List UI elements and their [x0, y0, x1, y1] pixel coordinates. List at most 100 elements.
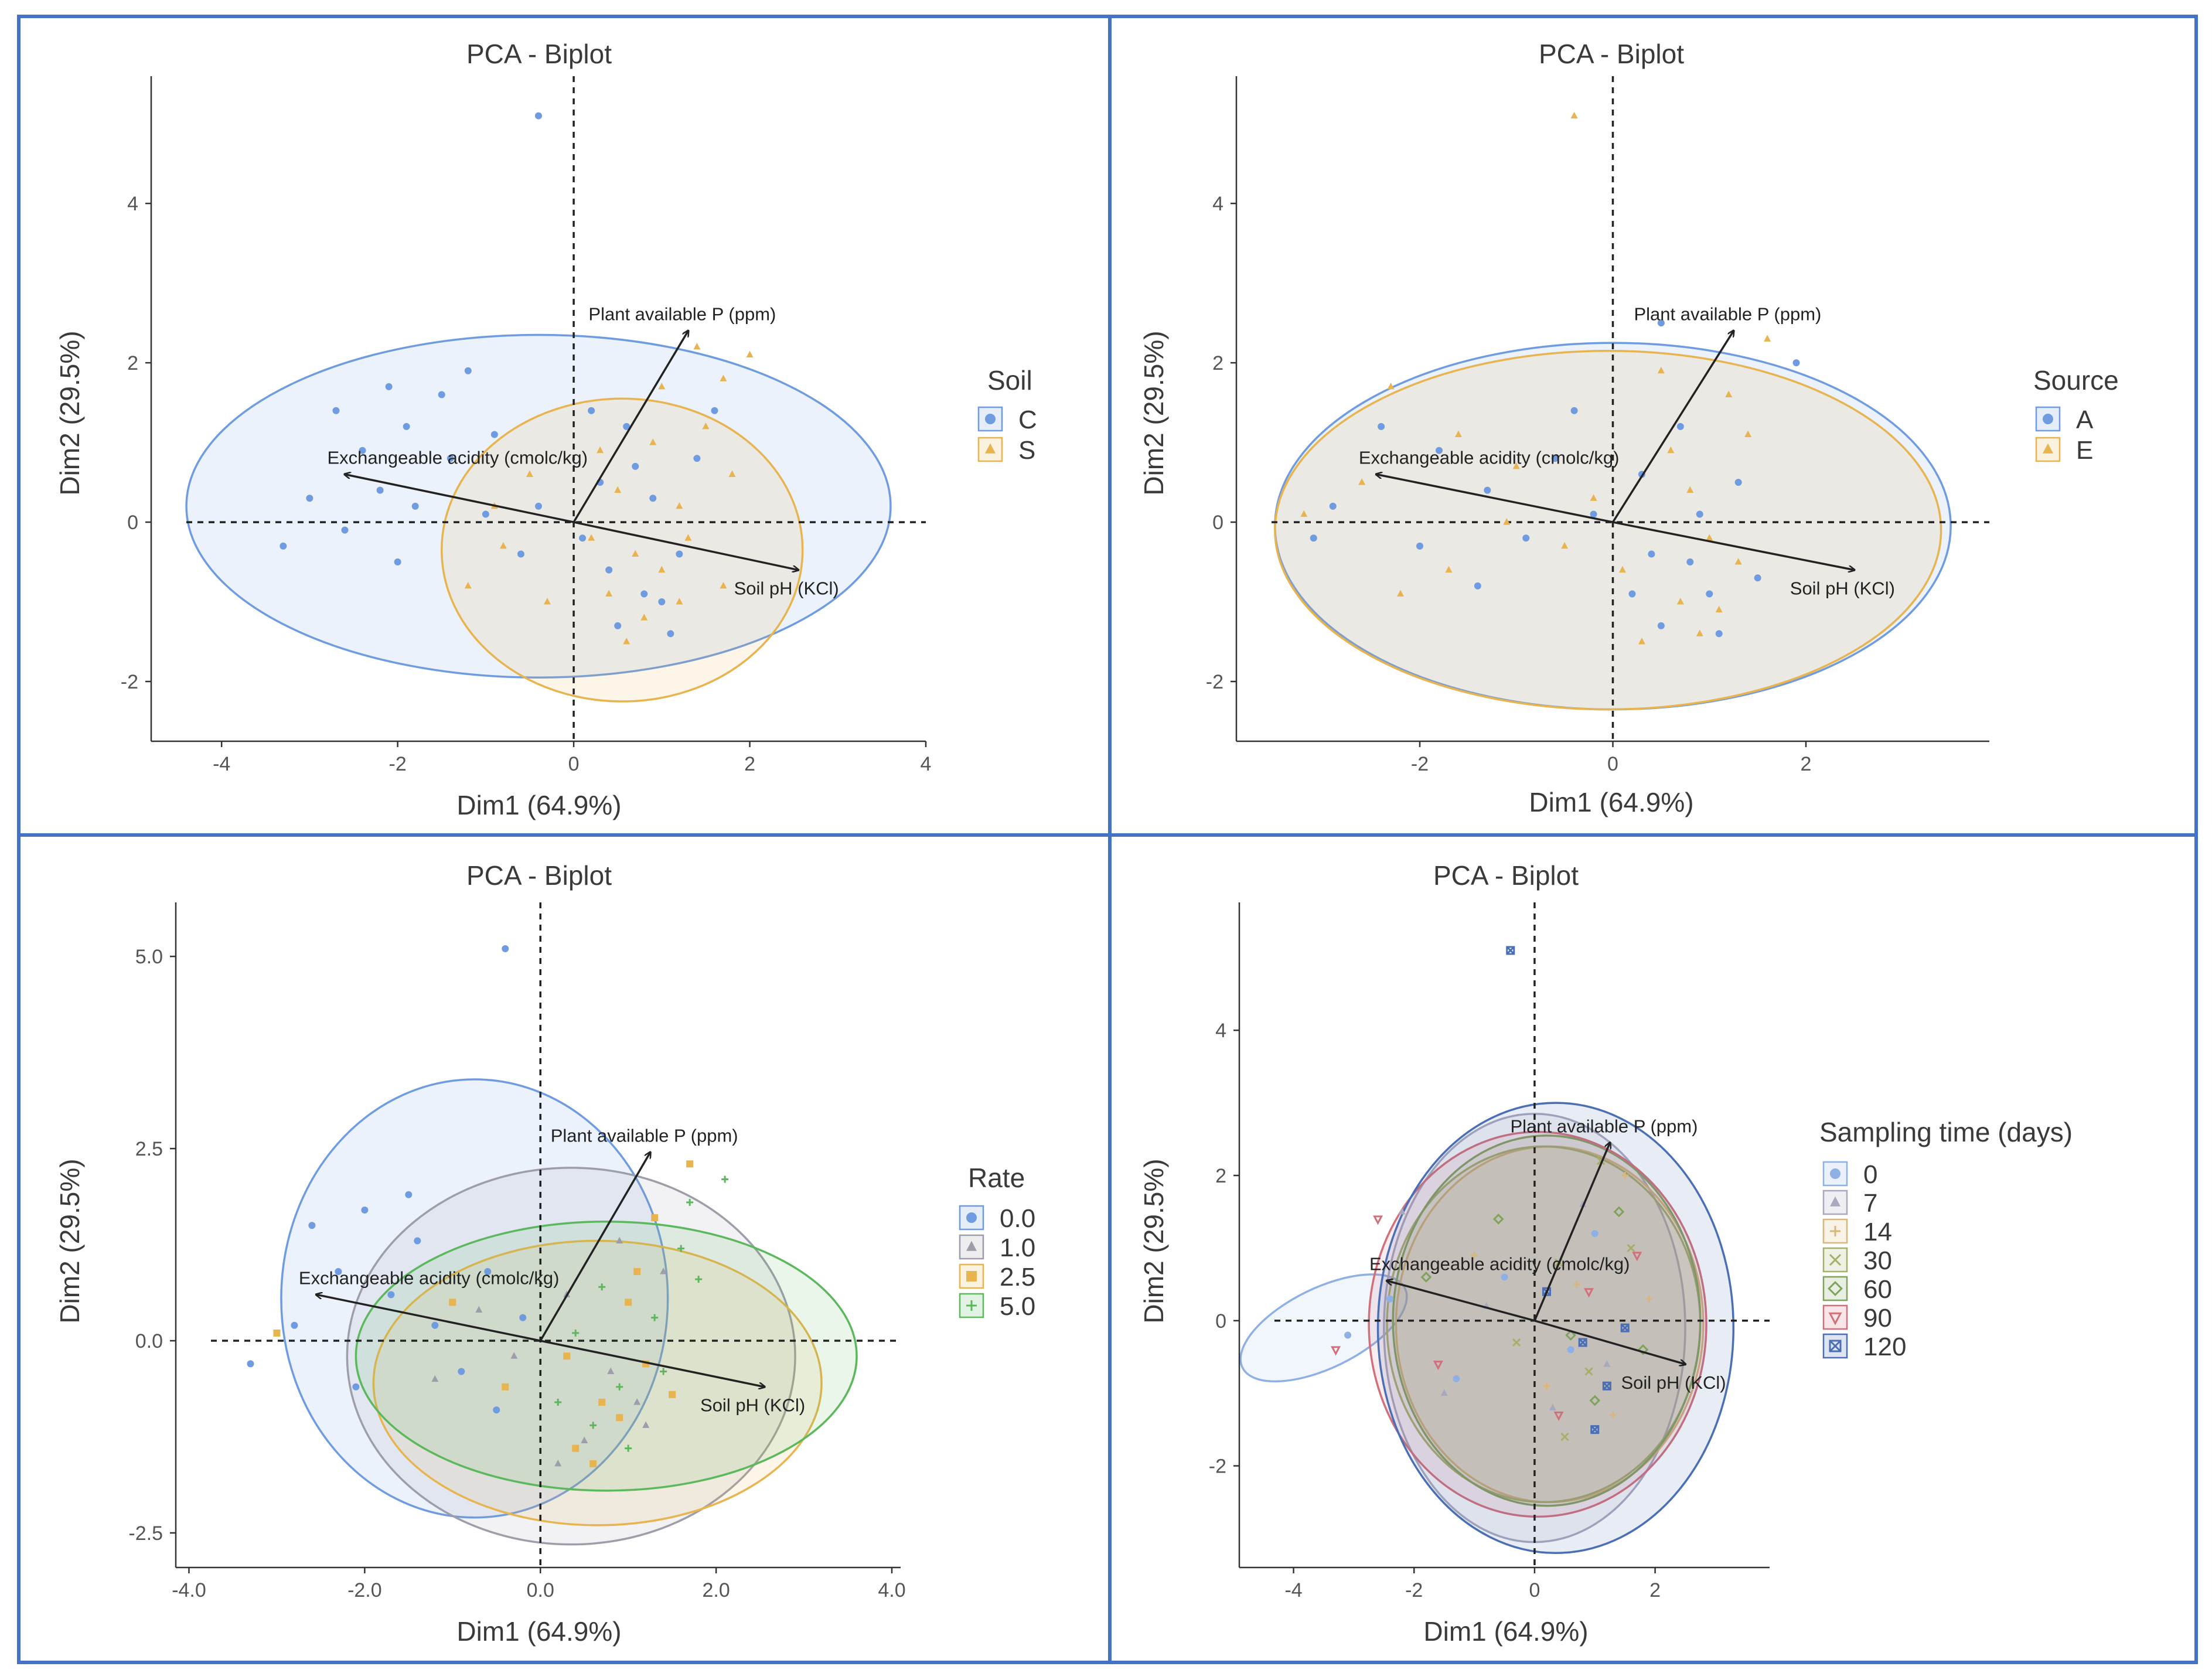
data-point [1744, 430, 1752, 437]
data-point [632, 550, 639, 557]
data-point [405, 1191, 413, 1198]
legend-key [1822, 1247, 1848, 1273]
variable-arrow [316, 1294, 541, 1342]
data-point [1378, 422, 1385, 430]
data-point [632, 462, 639, 470]
legend-label: 2.5 [1000, 1263, 1035, 1291]
x-tick-label: 2 [744, 753, 755, 775]
chart-title: PCA - Biplot [1433, 860, 1579, 891]
y-tick-label: 0.0 [135, 1330, 163, 1352]
data-point [449, 1299, 456, 1306]
legend-label: 120 [1863, 1333, 1906, 1361]
data-point [605, 566, 613, 574]
data-point [693, 455, 701, 462]
chart-title: PCA - Biplot [466, 860, 612, 891]
data-point [1706, 590, 1713, 598]
data-point [598, 1283, 606, 1291]
data-point [1657, 622, 1665, 629]
data-point [1657, 319, 1665, 327]
data-point [1579, 1200, 1587, 1208]
variable-arrow [539, 1153, 650, 1341]
data-point [676, 598, 683, 605]
data-point [1628, 590, 1636, 598]
data-point [684, 534, 692, 541]
data-point [686, 1160, 694, 1168]
legend-key-marker [2043, 414, 2053, 424]
data-point [686, 1198, 694, 1206]
data-point [616, 1236, 623, 1243]
data-point [721, 1175, 729, 1183]
legend-key-marker [985, 414, 996, 424]
variable-label: Plant available P (ppm) [1511, 1116, 1698, 1136]
y-tick-label: 2 [1215, 1165, 1226, 1187]
data-point [1397, 589, 1405, 597]
x-tick-label: -4 [1284, 1579, 1302, 1601]
data-point [484, 1267, 492, 1275]
data-point [490, 431, 498, 438]
legend-title: Source [2033, 365, 2119, 396]
variable-arrow [1534, 1320, 1685, 1364]
data-point [1398, 1208, 1406, 1215]
data-point [625, 1299, 632, 1306]
variable-arrow [573, 521, 798, 570]
data-point [1454, 430, 1462, 437]
data-point [1543, 1382, 1550, 1390]
y-tick-label: -2 [1206, 671, 1223, 693]
data-point [1344, 1331, 1352, 1339]
data-point [605, 589, 613, 597]
data-point [1373, 1215, 1383, 1225]
data-point [517, 550, 524, 558]
data-point [1386, 1295, 1394, 1303]
data-point [341, 526, 349, 534]
data-point [306, 495, 313, 502]
data-point [554, 1398, 562, 1406]
variable-label: Exchangeable acidity (cmolc/kg) [299, 1267, 560, 1288]
data-point [581, 1436, 588, 1444]
y-axis-title: Dim2 (29.5%) [1139, 1158, 1169, 1323]
data-point [633, 1267, 641, 1275]
legend-label: 0 [1863, 1160, 1877, 1189]
x-tick-label: -2 [1411, 753, 1429, 775]
legend-key-marker [2043, 443, 2053, 454]
y-tick-label: 2 [127, 352, 138, 374]
x-tick-label: 0 [1607, 753, 1618, 775]
data-point [1435, 447, 1443, 454]
data-point [1329, 502, 1337, 510]
data-point [1549, 1403, 1556, 1410]
data-point [1734, 479, 1742, 486]
y-tick-label: 2.5 [135, 1138, 163, 1160]
data-point [1591, 1230, 1598, 1238]
data-point [499, 541, 507, 549]
data-point [535, 502, 542, 510]
data-point [376, 486, 384, 494]
ellipse-group-5 [1368, 1130, 1707, 1518]
y-axis-title: Dim2 (29.5%) [54, 330, 85, 495]
data-point [1331, 1346, 1341, 1356]
data-point [1551, 455, 1559, 462]
y-tick-label: 2 [1212, 352, 1223, 374]
data-point [651, 1214, 659, 1222]
data-point [1565, 1330, 1576, 1341]
data-point [458, 1368, 465, 1375]
x-tick-label: -4.0 [172, 1579, 206, 1601]
variable-arrow [1387, 1281, 1535, 1322]
variable-label: Plant available P (ppm) [551, 1126, 738, 1146]
legend-title: Sampling time (days) [1819, 1117, 2073, 1147]
data-point [1433, 1361, 1443, 1371]
y-tick-label: 4 [1215, 1020, 1226, 1042]
data-point [1387, 383, 1395, 390]
data-point [658, 383, 666, 390]
data-point [475, 1306, 483, 1313]
data-point [1440, 1389, 1448, 1396]
data-point [633, 1398, 641, 1405]
data-point [572, 1329, 580, 1337]
x-tick-label: -4 [213, 753, 230, 775]
data-point [1621, 1172, 1629, 1179]
ellipse-group-1 [346, 1167, 796, 1546]
data-point [1416, 542, 1424, 550]
data-point [598, 1398, 606, 1406]
ellipse-group-1 [441, 397, 804, 703]
data-point [1567, 1346, 1574, 1354]
variable-arrow [1613, 521, 1855, 570]
data-point [332, 407, 340, 414]
